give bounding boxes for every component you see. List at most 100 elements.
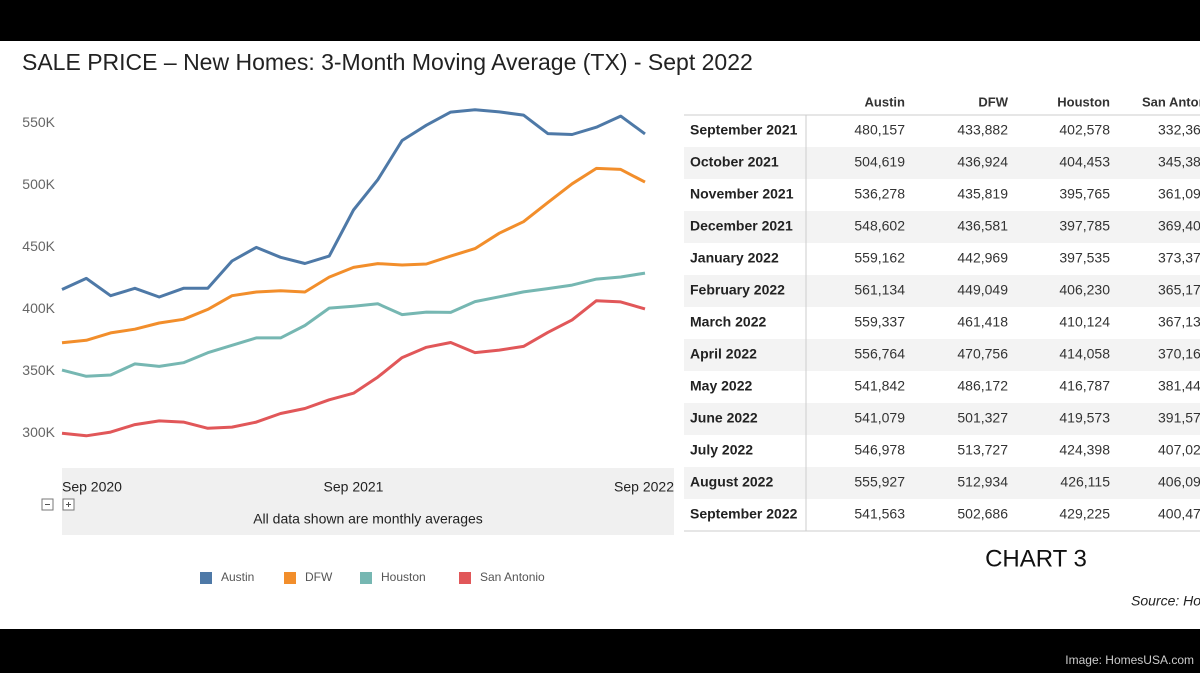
table-cell: 536,278 (854, 186, 905, 202)
table-cell: 395,765 (1059, 186, 1110, 202)
series-line (61, 299, 646, 438)
y-tick-label: 400K (22, 300, 55, 316)
table-cell: 541,842 (854, 378, 905, 394)
table-cell: 397,785 (1059, 218, 1110, 234)
legend-label: Austin (221, 570, 254, 584)
x-axis-band (62, 468, 674, 535)
series-line (61, 166, 646, 345)
legend-swatch (284, 572, 296, 584)
table-cell: 559,337 (854, 314, 905, 330)
series-line (61, 271, 646, 378)
table-row-label: December 2021 (690, 218, 793, 234)
table-cell: 480,157 (854, 122, 905, 138)
table-cell: 361,09 (1158, 186, 1200, 202)
table-cell: 381,44 (1158, 378, 1200, 394)
y-tick-label: 350K (22, 362, 55, 378)
table-row-bg (684, 147, 1200, 179)
table-row-bg (684, 211, 1200, 243)
legend-swatch (459, 572, 471, 584)
table-cell: 406,09 (1158, 474, 1200, 490)
top-bar (0, 0, 1200, 41)
table-header: Houston (1057, 94, 1110, 109)
table-row-label: November 2021 (690, 186, 794, 202)
chart-title: SALE PRICE – New Homes: 3-Month Moving A… (22, 49, 753, 75)
table-row-label: February 2022 (690, 282, 785, 298)
table-row-label: May 2022 (690, 378, 752, 394)
table-cell: 416,787 (1059, 378, 1110, 394)
table-row-bg (684, 243, 1200, 275)
table-row-bg (684, 339, 1200, 371)
y-tick-label: 450K (22, 238, 55, 254)
table-row-label: March 2022 (690, 314, 766, 330)
table-row-label: July 2022 (690, 442, 753, 458)
y-tick-label: 550K (22, 114, 55, 130)
credit: Image: HomesUSA.com (1065, 653, 1194, 667)
table-cell: 512,934 (957, 474, 1008, 490)
x-tick-label: Sep 2021 (324, 479, 384, 495)
table-cell: 513,727 (957, 442, 1008, 458)
table-row-bg (684, 179, 1200, 211)
table-cell: 541,079 (854, 410, 905, 426)
table-cell: 373,37 (1158, 250, 1200, 266)
table-header: San Anton (1142, 94, 1200, 109)
table-cell: 419,573 (1059, 410, 1110, 426)
table-row-label: September 2022 (690, 506, 798, 522)
table-cell: 546,978 (854, 442, 905, 458)
legend-swatch (200, 572, 212, 584)
legend-swatch (360, 572, 372, 584)
table-row-bg (684, 371, 1200, 403)
bottom-bar (0, 629, 1200, 673)
x-tick-label: Sep 2022 (614, 479, 674, 495)
table-cell: 555,927 (854, 474, 905, 490)
table-cell: 504,619 (854, 154, 905, 170)
table-cell: 449,049 (957, 282, 1008, 298)
table-cell: 369,40 (1158, 218, 1200, 234)
table-row-label: June 2022 (690, 410, 758, 426)
table-row-label: September 2021 (690, 122, 798, 138)
table-cell: 370,16 (1158, 346, 1200, 362)
table-cell: 429,225 (1059, 506, 1110, 522)
table-cell: 391,57 (1158, 410, 1200, 426)
table-cell: 402,578 (1059, 122, 1110, 138)
table-cell: 548,602 (854, 218, 905, 234)
table-row-bg (684, 115, 1200, 147)
chart-note: All data shown are monthly averages (253, 511, 483, 527)
table-cell: 404,453 (1059, 154, 1110, 170)
legend-label: DFW (305, 570, 333, 584)
table-row-bg (684, 307, 1200, 339)
table-cell: 461,418 (957, 314, 1008, 330)
table-header: Austin (865, 94, 906, 109)
table-cell: 426,115 (1060, 474, 1110, 490)
table-cell: 436,581 (957, 218, 1008, 234)
table-cell: 502,686 (957, 506, 1008, 522)
table-cell: 410,124 (1059, 314, 1110, 330)
table-cell: 486,172 (957, 378, 1008, 394)
table-cell: 424,398 (1059, 442, 1110, 458)
table-cell: 414,058 (1059, 346, 1110, 362)
table-row-bg (684, 435, 1200, 467)
table-row-label: August 2022 (690, 474, 773, 490)
table-row-bg (684, 403, 1200, 435)
table-cell: 436,924 (957, 154, 1008, 170)
table-cell: 501,327 (957, 410, 1008, 426)
table-row-label: April 2022 (690, 346, 757, 362)
table-cell: 365,17 (1158, 282, 1200, 298)
legend-label: Houston (381, 570, 426, 584)
table-cell: 397,535 (1059, 250, 1110, 266)
series-line (61, 108, 646, 299)
source: Source: Ho (1131, 593, 1200, 609)
table-cell: 433,882 (957, 122, 1008, 138)
table-cell: 556,764 (854, 346, 905, 362)
y-tick-label: 500K (22, 176, 55, 192)
table-cell: 367,13 (1158, 314, 1200, 330)
table-row-bg (684, 467, 1200, 499)
table-cell: 442,969 (957, 250, 1008, 266)
table-row-label: January 2022 (690, 250, 779, 266)
x-tick-label: Sep 2020 (62, 479, 122, 495)
table-cell: 400,47 (1158, 506, 1200, 522)
table-cell: 435,819 (957, 186, 1008, 202)
table-cell: 470,756 (957, 346, 1008, 362)
table-cell: 407,02 (1158, 442, 1200, 458)
table-cell: 559,162 (854, 250, 905, 266)
